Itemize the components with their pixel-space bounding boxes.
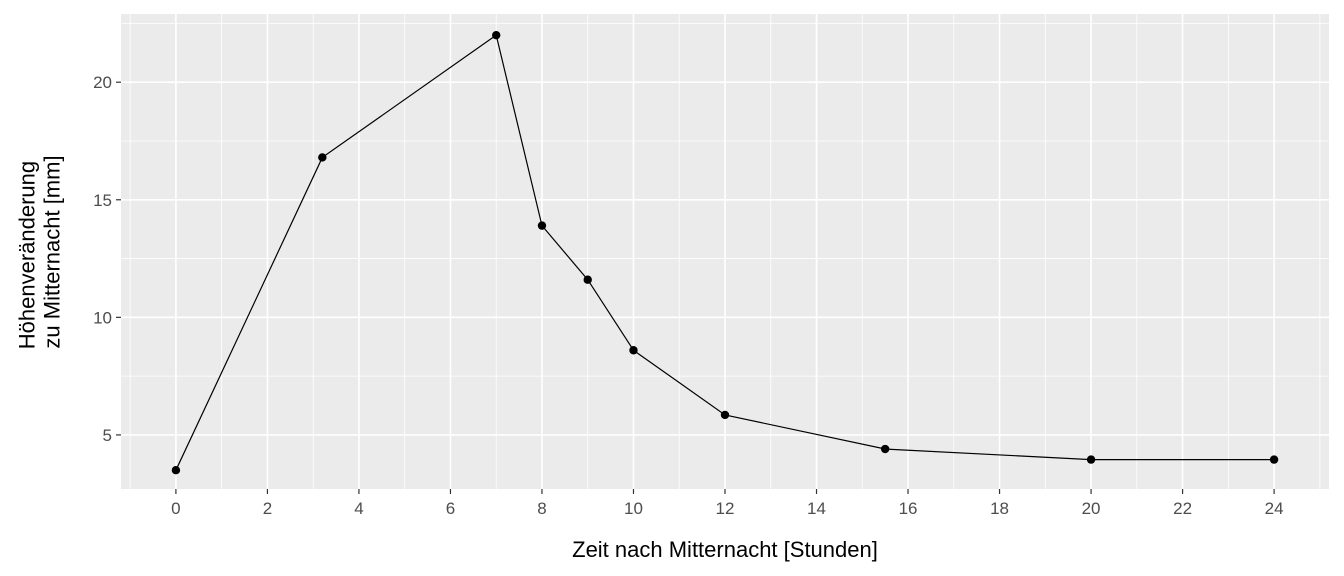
x-tick-label: 24 [1265,499,1284,518]
series-line [175,34,1275,471]
y-axis-title: Höhenveränderung zu Mitternacht [mm] [14,155,64,350]
data-series [171,30,1279,475]
x-axis-title: Zeit nach Mitternacht [Stunden] [572,537,878,562]
x-tick-label: 4 [354,499,363,518]
data-point [318,153,327,162]
x-tick-label: 2 [263,499,272,518]
y-tick-label: 15 [93,191,112,210]
x-tick-label: 16 [899,499,918,518]
x-tick-label: 8 [537,499,546,518]
data-point [1086,455,1096,464]
grid-lines [121,14,1329,489]
data-point [583,275,592,284]
data-point [629,346,638,355]
x-tick-label: 22 [1173,499,1192,518]
y-tick-label: 10 [93,308,112,327]
x-tick-label: 18 [990,499,1009,518]
y-tick-label: 20 [93,73,112,92]
data-point [1269,455,1279,464]
data-point [492,30,501,40]
y-tick-label: 5 [103,426,112,445]
x-tick-label: 0 [171,499,180,518]
x-tick-label: 20 [1082,499,1101,518]
data-point [880,444,890,454]
x-tick-label: 10 [624,499,643,518]
x-tick-label: 12 [716,499,735,518]
data-point [537,221,547,230]
y-axis-title-line-2: zu Mitternacht [mm] [40,155,65,348]
y-axis-title-line-1: Höhenveränderung [14,161,39,349]
data-point [720,410,730,420]
data-point [171,465,181,475]
x-tick-label: 14 [807,499,826,518]
x-tick-label: 6 [446,499,455,518]
